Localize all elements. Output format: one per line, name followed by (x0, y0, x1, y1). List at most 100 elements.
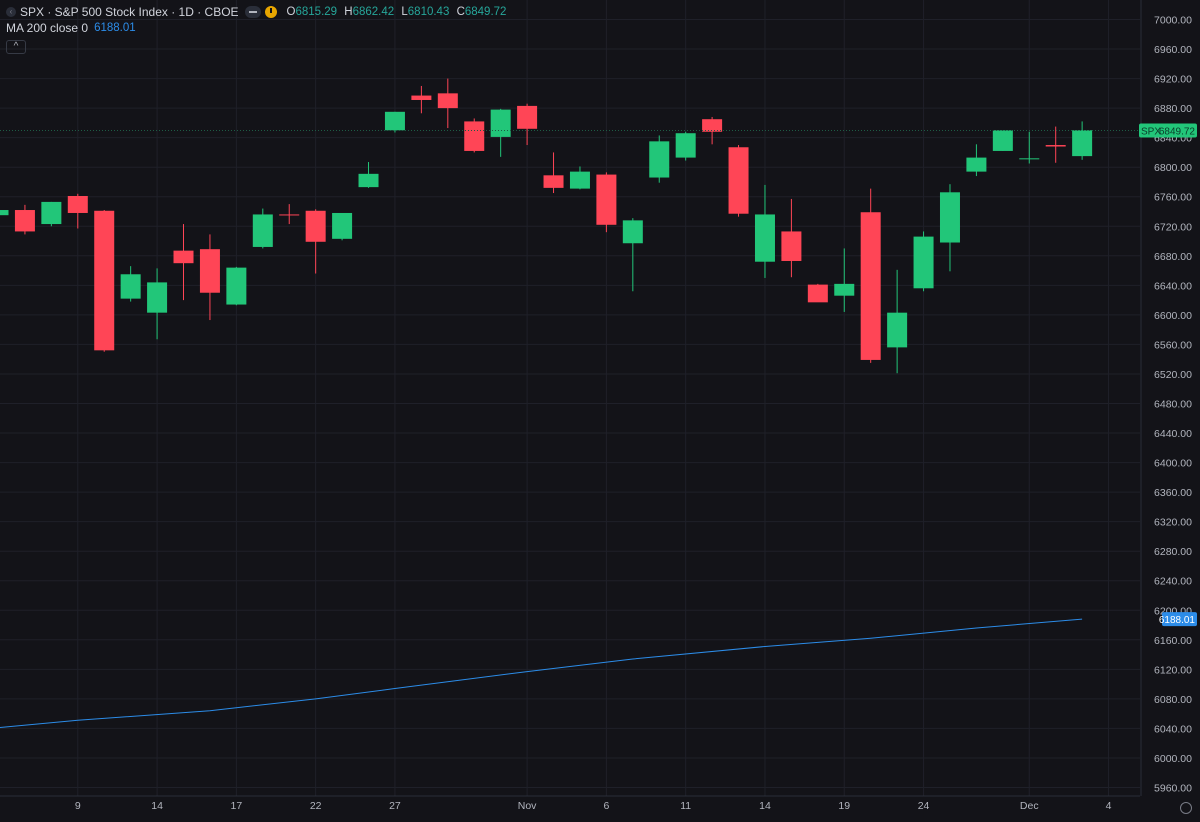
candle (596, 172, 617, 233)
candle-body (543, 175, 564, 188)
candle-body (966, 157, 987, 172)
candle-body (569, 171, 590, 189)
candle-body (781, 231, 802, 261)
candle (569, 166, 590, 190)
candle-body (517, 105, 538, 129)
price-axis: 7000.006960.006920.006880.006840.006800.… (1139, 0, 1197, 796)
candle (14, 204, 35, 235)
time-tick-label: 14 (151, 800, 163, 812)
indicator-legend[interactable]: MA 200 close 0 6188.01 (6, 20, 510, 36)
price-tick-label: 6280.00 (1154, 546, 1192, 558)
candle (305, 209, 326, 274)
candle (199, 234, 220, 321)
time-tick-label: 22 (310, 800, 322, 812)
ma-value-tag-label: 6188.01 (1159, 615, 1196, 626)
settings-icon[interactable] (1180, 802, 1192, 814)
chart-legend: ‹ SPX · S&P 500 Stock Index · 1D · CBOE … (6, 4, 510, 54)
candle (464, 118, 485, 153)
symbol-title[interactable]: SPX · S&P 500 Stock Index · 1D · CBOE (20, 5, 239, 19)
time-tick-label: 11 (680, 800, 691, 812)
candle-body (411, 95, 432, 100)
price-tick-label: 5960.00 (1154, 783, 1192, 795)
candle-body (173, 250, 194, 264)
candle-body (358, 173, 379, 188)
market-closed-icon[interactable] (264, 6, 277, 18)
price-tick-label: 6400.00 (1154, 458, 1192, 470)
price-tick-label: 6520.00 (1154, 369, 1192, 381)
candle-body (279, 214, 300, 216)
candle (834, 248, 855, 312)
low-label: L (401, 6, 408, 18)
candle-body (67, 195, 88, 213)
price-tick-label: 6480.00 (1154, 399, 1192, 411)
candle (649, 135, 670, 183)
price-tick-label: 6960.00 (1154, 44, 1192, 56)
candle-body (199, 249, 220, 293)
candle (490, 108, 511, 157)
price-tick-label: 6600.00 (1154, 310, 1192, 322)
candle-body (14, 210, 35, 232)
price-tick-label: 6120.00 (1154, 664, 1192, 676)
candle-body (384, 111, 405, 131)
ohlc-values: O6815.29 H6862.42 L6810.43 C6849.72 (287, 6, 511, 18)
candle (702, 116, 723, 145)
candle-body (887, 312, 908, 348)
time-tick-label: 24 (918, 800, 930, 812)
grid (0, 0, 1140, 796)
candle-body (596, 174, 617, 225)
price-tick-label: 6040.00 (1154, 723, 1192, 735)
candle (358, 162, 379, 188)
price-tick-label: 6800.00 (1154, 162, 1192, 174)
high-value: 6862.42 (352, 6, 395, 18)
price-tick-label: 6160.00 (1154, 635, 1192, 647)
candles-layer (0, 78, 1093, 374)
candle (437, 78, 458, 129)
time-axis: 9 14 17 22 27 Nov 6 11 14 19 24 Dec 4 (0, 795, 1140, 812)
ma-value: 6188.01 (94, 22, 136, 34)
last-price-value: 6849.72 (1159, 126, 1196, 137)
candle-body (252, 214, 273, 247)
candle (728, 145, 749, 217)
candle-body (728, 147, 749, 214)
candle (67, 193, 88, 229)
candle-body (754, 214, 775, 262)
candle (939, 184, 960, 272)
minus-icon[interactable] (244, 6, 261, 18)
candle (860, 188, 881, 363)
candle (1019, 131, 1040, 164)
candle-body (490, 109, 511, 137)
candle (887, 269, 908, 374)
ma-value-tag (1162, 612, 1197, 627)
candle-body (1072, 130, 1093, 157)
candle-body (622, 220, 643, 244)
symbol-legend: ‹ SPX · S&P 500 Stock Index · 1D · CBOE … (6, 4, 510, 20)
time-tick-label: 19 (838, 800, 850, 812)
candle (807, 283, 828, 303)
candle-body (305, 210, 326, 242)
ma-line-layer (0, 618, 1083, 729)
candle-body (939, 192, 960, 243)
collapse-chevron-icon[interactable]: ‹ (6, 7, 16, 17)
price-tick-label: 6640.00 (1154, 280, 1192, 292)
candle (94, 210, 115, 352)
candle (173, 224, 194, 301)
candle (966, 144, 987, 177)
candle (781, 198, 802, 278)
price-tick-label: 6000.00 (1154, 753, 1192, 765)
candle-body (94, 210, 115, 351)
candle (252, 208, 273, 249)
high-label: H (344, 6, 353, 18)
candle-body (1019, 158, 1040, 160)
candle-body (332, 212, 353, 239)
candle-body (807, 284, 828, 303)
candle-body (992, 130, 1013, 151)
candle-body (120, 274, 141, 299)
candle-body (147, 282, 168, 313)
candle (0, 210, 9, 216)
collapse-legend-button[interactable]: ^ (6, 40, 26, 54)
candle-body (437, 93, 458, 109)
price-tick-label: 6720.00 (1154, 221, 1192, 233)
low-value: 6810.43 (407, 6, 450, 18)
candle (279, 204, 300, 225)
